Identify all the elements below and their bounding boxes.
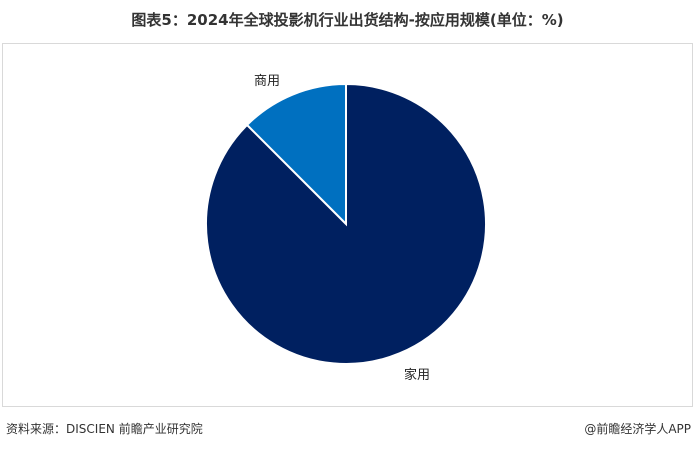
pie-slice-1	[205, 82, 487, 365]
chart-title: 图表5：2024年全球投影机行业出货结构-按应用规模(单位：%)	[131, 11, 564, 29]
label-home: 家用	[404, 368, 431, 383]
pie-slice-0	[245, 82, 347, 227]
label-commercial: 商用	[254, 74, 281, 89]
brand-note: @前瞻经济学人APP	[584, 422, 691, 436]
chart-frame	[2, 43, 693, 407]
source-note: 资料来源：DISCIEN 前瞻产业研究院	[6, 422, 203, 436]
